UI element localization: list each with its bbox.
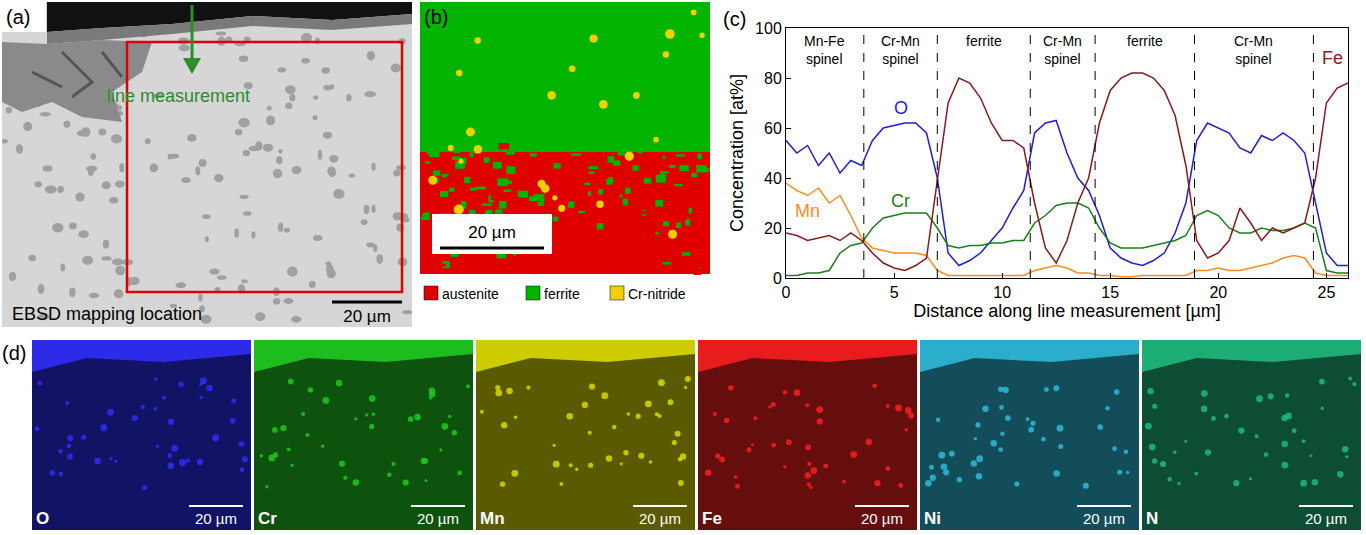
svg-text:ferrite: ferrite xyxy=(966,33,1002,49)
svg-text:10: 10 xyxy=(993,284,1011,301)
svg-text:40: 40 xyxy=(764,170,782,187)
svg-text:Fe: Fe xyxy=(1322,48,1343,68)
svg-text:15: 15 xyxy=(1101,284,1119,301)
svg-text:(b): (b) xyxy=(424,6,448,28)
svg-text:20 µm: 20 µm xyxy=(195,510,237,527)
svg-text:0: 0 xyxy=(773,270,782,287)
svg-text:(a): (a) xyxy=(6,6,30,28)
svg-text:Concentration [at%]: Concentration [at%] xyxy=(727,74,747,232)
svg-text:5: 5 xyxy=(890,284,899,301)
svg-text:Fe: Fe xyxy=(702,509,722,528)
svg-text:Cr-Mnspinel: Cr-Mnspinel xyxy=(1234,33,1273,67)
svg-text:80: 80 xyxy=(764,70,782,87)
svg-text:Ni: Ni xyxy=(924,509,941,528)
svg-text:25: 25 xyxy=(1317,284,1335,301)
svg-text:60: 60 xyxy=(764,120,782,137)
svg-text:N: N xyxy=(1146,509,1158,528)
svg-text:100: 100 xyxy=(755,20,782,37)
svg-text:Mn-Fespinel: Mn-Fespinel xyxy=(804,33,845,67)
svg-text:20: 20 xyxy=(1209,284,1227,301)
svg-text:Cr: Cr xyxy=(891,191,910,211)
svg-text:20 µm: 20 µm xyxy=(417,510,459,527)
svg-text:Cr-Mnspinel: Cr-Mnspinel xyxy=(1043,33,1082,67)
svg-text:20 µm: 20 µm xyxy=(1305,510,1347,527)
svg-text:Cr: Cr xyxy=(258,509,277,528)
svg-text:Cr-nitride: Cr-nitride xyxy=(628,286,686,302)
svg-text:austenite: austenite xyxy=(442,286,499,302)
svg-text:Mn: Mn xyxy=(480,509,505,528)
svg-text:20 µm: 20 µm xyxy=(639,510,681,527)
svg-text:ferrite: ferrite xyxy=(544,286,580,302)
svg-text:line measurement: line measurement xyxy=(107,86,250,106)
svg-text:20 µm: 20 µm xyxy=(343,307,391,326)
svg-text:O: O xyxy=(894,98,908,118)
svg-text:20: 20 xyxy=(764,220,782,237)
svg-text:ferrite: ferrite xyxy=(1127,33,1163,49)
svg-text:20 µm: 20 µm xyxy=(861,510,903,527)
svg-text:Distance along line measuremen: Distance along line measurement [µm] xyxy=(913,301,1221,321)
svg-text:(c): (c) xyxy=(723,8,746,30)
svg-text:O: O xyxy=(36,509,49,528)
svg-text:EBSD mapping location: EBSD mapping location xyxy=(12,304,202,324)
svg-text:Cr-Mnspinel: Cr-Mnspinel xyxy=(881,33,920,67)
svg-text:Mn: Mn xyxy=(795,201,820,221)
svg-text:0: 0 xyxy=(782,284,791,301)
svg-text:20 µm: 20 µm xyxy=(1083,510,1125,527)
svg-text:20 µm: 20 µm xyxy=(468,223,516,242)
svg-text:(d): (d) xyxy=(2,342,26,364)
